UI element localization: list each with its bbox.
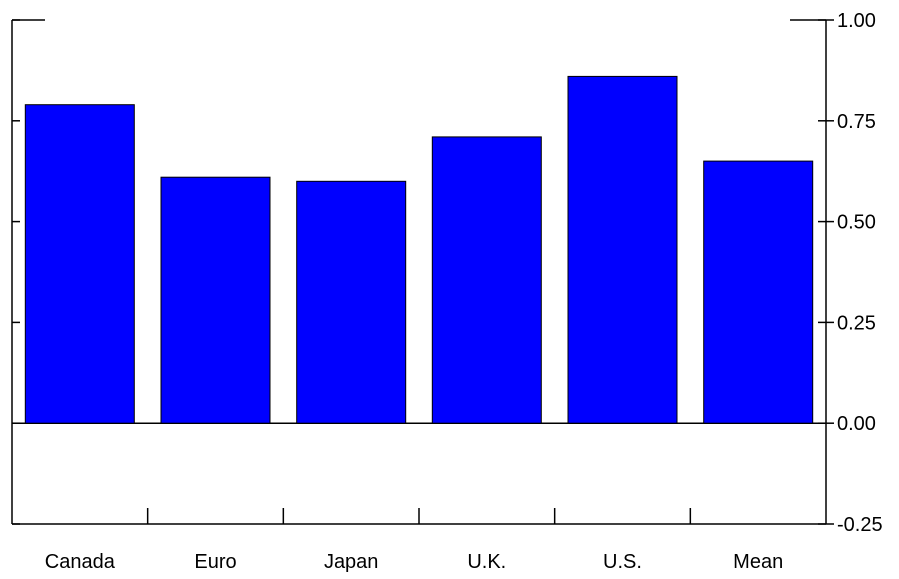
x-axis-labels: Canada Euro Japan U.K. U.S. Mean	[45, 508, 783, 573]
bar-u-k	[431, 136, 542, 424]
y-tick-label: -0.25	[837, 514, 883, 536]
bar-mean	[703, 160, 814, 424]
x-tick-label: Japan	[324, 551, 379, 573]
x-tick-label: U.K.	[467, 551, 506, 573]
bar-euro	[160, 176, 271, 424]
bar-u-s	[567, 75, 678, 424]
bar-canada	[24, 104, 135, 424]
y-axis-ticks: -0.25 0.00 0.25 0.50 0.75 1.00	[12, 10, 883, 536]
y-tick-label: 1.00	[837, 10, 876, 32]
y-tick-label: 0.00	[837, 413, 876, 435]
chart-bars	[24, 75, 814, 424]
bar-japan	[296, 180, 407, 424]
y-tick-label: 0.25	[837, 312, 876, 334]
x-tick-label: Mean	[733, 551, 783, 573]
x-tick-label: Canada	[45, 551, 116, 573]
x-tick-label: U.S.	[603, 551, 642, 573]
y-tick-label: 0.75	[837, 111, 876, 133]
y-tick-label: 0.50	[837, 212, 876, 234]
x-tick-label: Euro	[194, 551, 236, 573]
